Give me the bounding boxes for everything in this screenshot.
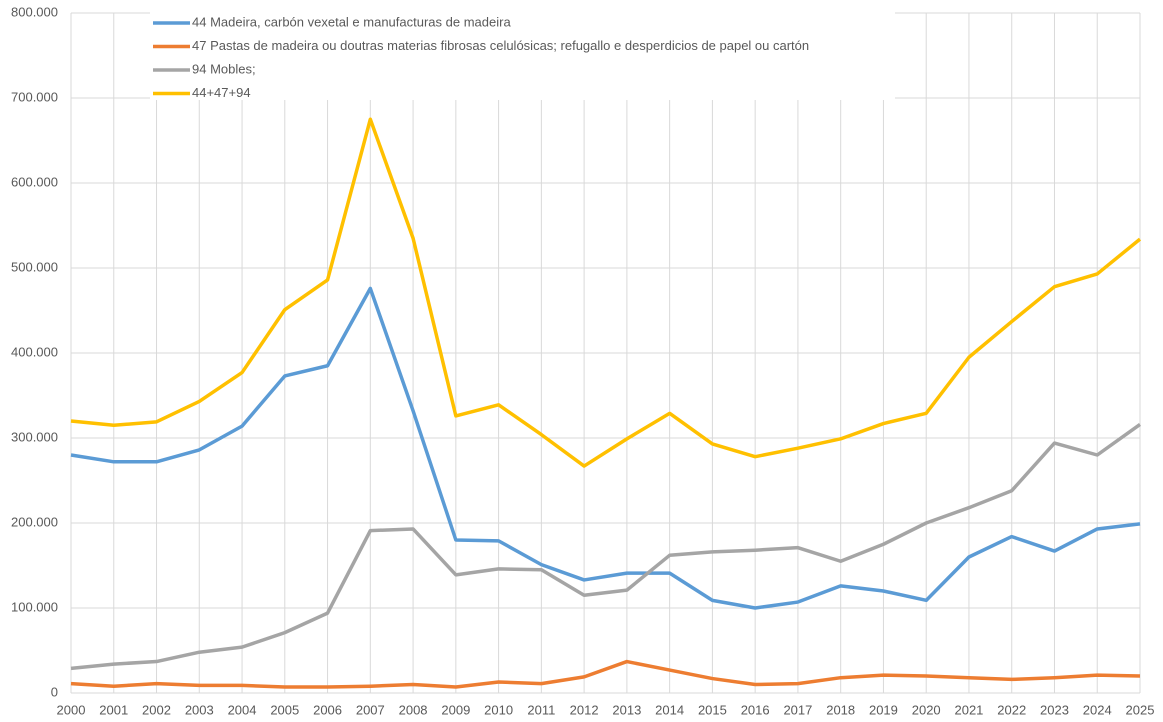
legend-box [150,8,895,100]
x-tick-label: 2006 [313,702,342,717]
y-tick-label: 700.000 [11,89,58,104]
axis-labels: 0 100.000 200.000 300.000 400.000 500.000 600.… [11,4,1154,717]
y-tick-label: 100.000 [11,599,58,614]
x-tick-label: 2007 [356,702,385,717]
x-tick-label: 2021 [954,702,983,717]
x-tick-label: 2003 [185,702,214,717]
series-line [70,422,1142,671]
legend-label: 44 Madeira, carbón vexetal e manufactura… [192,14,511,29]
series-line [70,286,1141,610]
x-tick-label: 2023 [1040,702,1069,717]
x-tick-label: 2009 [441,702,470,717]
y-tick-label: 800.000 [11,4,58,19]
x-tick-label: 2010 [484,702,513,717]
x-tick-label: 2012 [570,702,599,717]
y-tick-label: 200.000 [11,514,58,529]
x-tick-label: 2013 [612,702,641,717]
x-tick-label: 2025 [1126,702,1155,717]
y-tick-label: 600.000 [11,174,58,189]
x-tick-label: 2002 [142,702,171,717]
series-line [70,117,1142,468]
plot [70,117,1142,689]
x-tick-label: 2018 [826,702,855,717]
x-tick-label: 2024 [1083,702,1112,717]
x-tick-label: 2005 [270,702,299,717]
x-tick-label: 2015 [698,702,727,717]
x-tick-label: 2017 [783,702,812,717]
grid [70,12,1141,694]
x-tick-label: 2020 [912,702,941,717]
y-tick-label: 0 [51,684,58,699]
y-tick-label: 400.000 [11,344,58,359]
x-tick-label: 2008 [399,702,428,717]
y-tick-label: 500.000 [11,259,58,274]
x-tick-label: 2000 [57,702,86,717]
y-tick-label: 300.000 [11,429,58,444]
legend-label: 94 Mobles; [192,61,256,76]
legend-label: 44+47+94 [192,85,251,100]
x-tick-label: 2001 [99,702,128,717]
x-tick-label: 2019 [869,702,898,717]
x-tick-label: 2014 [655,702,684,717]
x-tick-label: 2016 [741,702,770,717]
x-tick-label: 2022 [997,702,1026,717]
x-tick-label: 2004 [228,702,257,717]
x-tick-label: 2011 [527,702,555,717]
legend: 44 Madeira, carbón vexetal e manufactura… [153,14,809,100]
series-line [70,659,1141,689]
legend-label: 47 Pastas de madeira ou doutras materias… [192,38,809,53]
